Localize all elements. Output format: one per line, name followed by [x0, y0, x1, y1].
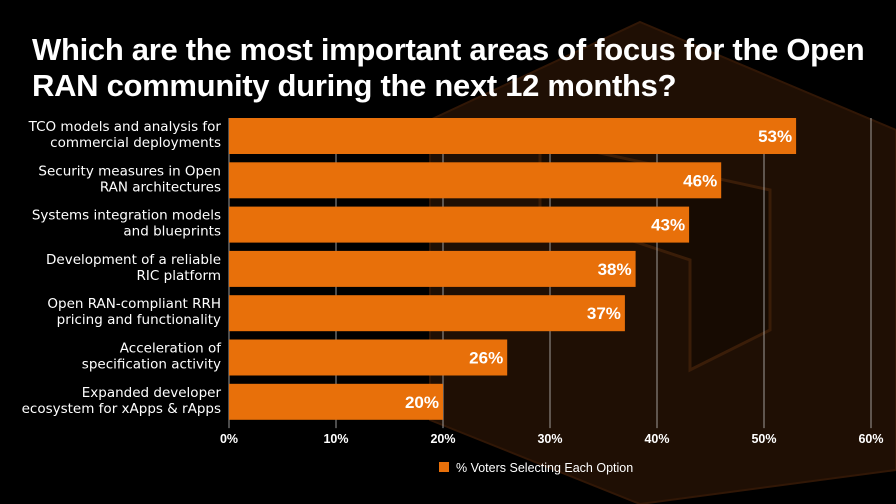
x-tick-label: 0% [220, 432, 238, 446]
category-label: RIC platform [137, 268, 221, 284]
category-label: ecosystem for xApps & rApps [22, 401, 221, 417]
bar [229, 250, 636, 287]
data-label: 43% [651, 216, 685, 235]
data-label: 20% [405, 393, 439, 412]
bar [229, 383, 443, 420]
data-label: 26% [469, 349, 503, 368]
bar [229, 162, 722, 199]
value-labels: 53% 46% 43% 38% 37% 26% 20% [405, 127, 792, 412]
x-tick-labels: 0% 10% 20% 30% 40% 50% 60% [220, 432, 884, 446]
bar [229, 339, 508, 376]
bars [229, 118, 797, 420]
x-tick-label: 10% [323, 432, 348, 446]
category-label: RAN architectures [100, 179, 221, 195]
data-label: 37% [587, 304, 621, 323]
category-label: Security measures in Open [38, 163, 221, 179]
category-label: commercial deployments [50, 135, 221, 151]
x-tick-label: 60% [858, 432, 883, 446]
category-label: and blueprints [123, 224, 221, 240]
x-tick-label: 50% [751, 432, 776, 446]
x-tick-label: 40% [644, 432, 669, 446]
chart-title: Which are the most important areas of fo… [32, 32, 865, 103]
legend-swatch [439, 462, 449, 472]
category-label: Acceleration of [120, 341, 222, 357]
data-label: 38% [598, 260, 632, 279]
legend-label: % Voters Selecting Each Option [456, 461, 633, 475]
x-tick-label: 30% [537, 432, 562, 446]
bar [229, 295, 625, 332]
category-label: specification activity [82, 357, 221, 373]
category-label: Expanded developer [82, 385, 222, 401]
category-label: pricing and functionality [57, 312, 221, 328]
category-label: Open RAN-compliant RRH [47, 296, 221, 312]
data-label: 53% [758, 127, 792, 146]
bar [229, 206, 690, 243]
data-label: 46% [683, 171, 717, 190]
x-tick-label: 20% [430, 432, 455, 446]
category-label: Development of a reliable [46, 252, 221, 268]
category-label: Systems integration models [32, 208, 221, 224]
category-label: TCO models and analysis for [28, 119, 222, 135]
bar [229, 118, 797, 154]
legend: % Voters Selecting Each Option [439, 461, 633, 475]
